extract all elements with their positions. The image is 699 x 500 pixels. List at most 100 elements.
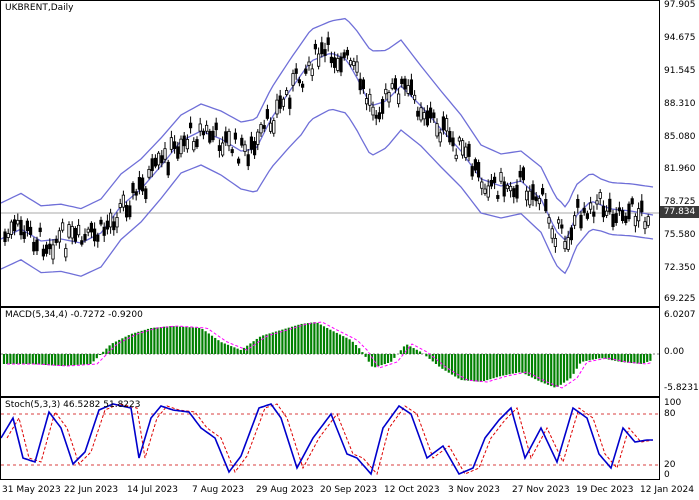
macd-histogram-bar [281,329,284,354]
candle-body [179,138,183,155]
candle-body [236,158,241,164]
candle-body [169,137,173,150]
macd-histogram-bar [409,346,412,354]
macd-histogram-bar [169,326,172,354]
candle-body [617,207,622,212]
macd-histogram-bar [610,354,614,361]
candle-body [176,146,180,159]
macd-histogram-bar [185,327,188,354]
macd-histogram-bar [498,354,502,377]
macd-histogram-bar [108,345,111,354]
candle-body [67,224,71,238]
candle-body [12,219,17,232]
macd-histogram-bar [252,341,255,354]
macd-axis-label: -5.8231 [664,383,699,393]
macd-histogram-bar [204,331,207,354]
candle-body [528,190,532,206]
bollinger-middle-band [1,53,654,244]
stoch-axis-label: 20 [664,460,676,470]
macd-histogram-bar [166,326,169,354]
candle-body [268,122,273,132]
macd-histogram-bar [620,354,623,363]
macd-panel[interactable]: MACD(5,34,4) -0.7272 -0.9200 [0,307,660,397]
candle-body [41,248,46,257]
macd-histogram-bar [50,354,54,366]
candle-body [45,244,49,254]
candle-body [96,234,100,242]
macd-histogram-bar [98,354,102,355]
macd-histogram-bar [518,354,521,373]
candle-body [214,122,218,131]
candle-body [144,188,148,200]
candle-body [323,49,327,56]
macd-histogram-bar [191,327,194,354]
macd-histogram-bar [249,343,252,354]
macd-histogram-bar [172,326,175,354]
candle-body [61,222,65,231]
price-chart-panel[interactable]: UKBRENT,Daily [0,0,660,307]
candle-body [313,43,318,50]
stoch-axis-label: 80 [664,409,676,419]
candle-body [541,188,545,195]
candle-body [28,226,33,235]
candle-body [358,78,362,91]
macd-histogram-bar [207,333,210,354]
time-axis-label: 19 Dec 2023 [576,485,634,495]
candle-body [182,135,186,147]
time-axis-label: 12 Oct 2023 [384,485,440,495]
macd-histogram-bar [124,336,127,354]
candle-body [9,221,13,235]
macd-histogram-bar [140,330,143,354]
macd-histogram-bar [569,354,572,379]
macd-histogram-bar [591,354,594,360]
macd-histogram-bar [649,354,652,361]
candle-body [627,203,631,220]
macd-histogram-bar [297,324,300,354]
candle-body [93,228,97,242]
candle-body [284,90,289,95]
candle-body [403,78,407,90]
macd-histogram-bar [274,331,278,354]
candle-body [573,215,577,226]
candle-body [512,188,516,198]
candle-body [592,211,596,217]
macd-histogram-bar [582,354,585,362]
candle-body [416,110,420,117]
candle-body [102,226,106,236]
time-axis-label: 3 Nov 2023 [448,485,500,495]
macd-histogram-bar [460,354,463,381]
macd-histogram-bar [559,354,562,385]
macd-signal-line [7,321,653,389]
candle-body [6,233,10,238]
macd-histogram-bar [150,327,153,354]
macd-histogram-bar [444,354,447,371]
macd-histogram-bar [553,354,556,388]
macd-histogram-bar [492,354,495,379]
candle-body [534,196,538,202]
macd-histogram-bar [598,354,601,359]
candle-body [48,243,52,250]
stochastic-panel[interactable]: Stoch(5,3,3) 46.5282 51.8223 [0,397,660,480]
macd-histogram-bar [102,351,105,354]
candle-body [432,112,436,119]
candle-body [320,42,324,55]
macd-histogram-bar [489,354,492,380]
candle-body [598,192,602,199]
macd-histogram-bar [214,337,217,354]
macd-histogram-bar [287,327,290,354]
macd-histogram-bar [572,354,575,374]
macd-histogram-bar [114,341,118,354]
macd-histogram-bar [383,354,386,365]
candle-body [368,93,372,106]
candle-body [621,210,625,222]
candle-body [476,162,481,178]
candle-body [640,200,644,213]
candle-body [406,85,410,94]
stoch-svg [1,403,659,476]
macd-histogram-bar [540,354,543,383]
candle-body [128,205,132,218]
macd-histogram-bar [201,328,204,354]
candle-body [166,161,170,176]
macd-histogram-bar [316,322,319,354]
macd-histogram-bar [511,354,514,374]
